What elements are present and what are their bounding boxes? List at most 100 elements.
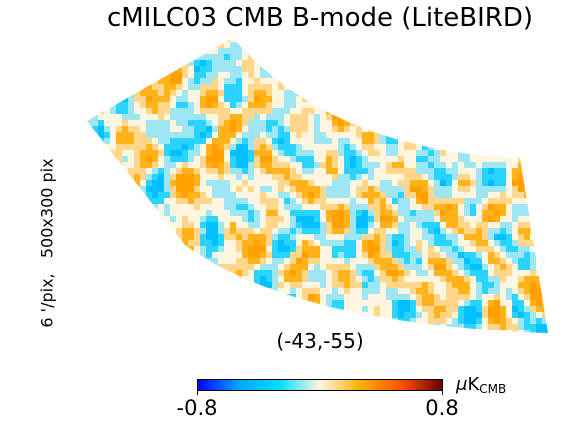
map-pixel [434,204,440,210]
map-pixel [87,132,92,138]
map-pixel [188,126,194,132]
map-pixel [146,162,152,168]
map-pixel [440,252,446,258]
map-pixel [356,60,362,66]
map-pixel [80,252,86,258]
map-pixel [302,204,308,210]
map-pixel [188,186,194,192]
map-pixel [92,84,98,90]
map-pixel [206,222,212,228]
map-pixel [278,30,284,36]
map-pixel [398,204,404,210]
map-pixel [290,240,296,246]
map-pixel [464,210,470,216]
map-pixel [188,264,194,270]
map-pixel [422,78,428,84]
map-pixel [266,38,272,42]
map-pixel [392,276,398,282]
map-pixel [548,132,554,138]
map-pixel [80,36,86,42]
map-pixel [470,150,476,156]
map-pixel [146,174,152,180]
map-pixel [524,246,530,252]
map-pixel [554,180,560,186]
map-pixel [452,54,458,60]
map-pixel [398,102,404,108]
map-pixel [104,264,110,270]
map-pixel [290,84,296,90]
map-pixel [500,60,506,66]
map-pixel [482,294,488,300]
map-pixel [224,180,230,186]
map-pixel [416,258,422,264]
map-pixel [176,198,182,204]
map-pixel [224,156,230,162]
map-pixel [182,54,188,60]
map-pixel [170,306,176,312]
map-pixel [230,138,236,144]
map-pixel [248,38,254,42]
map-pixel [362,228,368,234]
map-pixel [110,168,116,174]
map-pixel [494,66,500,72]
map-pixel [350,234,356,240]
map-pixel [428,330,434,333]
map-pixel [248,258,254,264]
map-pixel [518,300,524,306]
colorbar-unit: μKCMB [456,374,506,396]
map-pixel [410,264,416,270]
map-pixel [230,228,236,234]
map-pixel [464,288,470,294]
map-pixel [506,258,512,264]
map-pixel [446,114,452,120]
map-pixel [218,240,224,246]
map-pixel [428,162,434,168]
map-pixel [344,120,350,126]
map-pixel [368,336,374,342]
map-pixel [230,192,236,198]
map-pixel [302,38,308,42]
map-pixel [146,294,152,300]
map-pixel [164,258,170,264]
map-pixel [87,90,92,96]
map-pixel [440,42,446,48]
map-pixel [92,102,98,108]
unit-main: K [467,374,480,395]
map-pixel [548,126,554,132]
map-pixel [458,90,464,96]
map-pixel [380,168,386,174]
map-pixel [140,168,146,174]
map-pixel [266,138,272,144]
map-pixel [302,210,308,216]
map-pixel [326,318,332,324]
map-pixel [158,300,164,306]
map-pixel [332,264,338,270]
map-pixel [380,30,386,36]
map-pixel [506,48,512,54]
map-pixel [506,300,512,306]
map-pixel [266,186,272,192]
map-pixel [146,312,152,318]
map-pixel [344,180,350,186]
map-pixel [530,78,536,84]
map-pixel [158,228,164,234]
map-pixel [530,300,536,306]
map-pixel [260,156,266,162]
map-pixel [290,294,296,300]
map-pixel [314,174,320,180]
map-pixel [158,180,164,186]
map-pixel [554,336,560,342]
map-pixel [416,288,422,294]
map-pixel [452,96,458,102]
map-pixel [128,138,134,144]
map-pixel [272,108,278,114]
map-pixel [332,288,338,294]
map-pixel [320,294,326,300]
map-pixel [110,246,116,252]
map-pixel [266,210,272,216]
map-pixel [476,216,482,222]
map-pixel [422,54,428,60]
map-pixel [392,38,398,42]
map-pixel [164,72,170,78]
map-pixel [368,192,374,198]
